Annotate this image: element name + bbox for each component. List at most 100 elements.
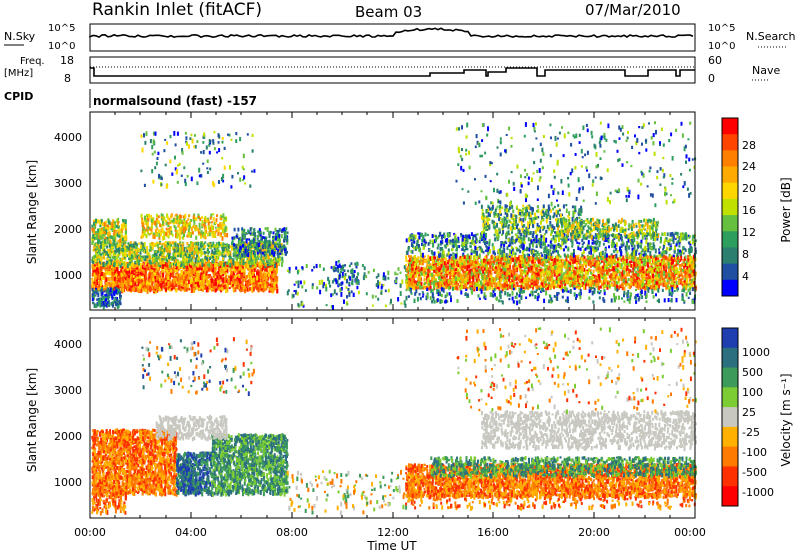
data-cell <box>116 263 118 267</box>
data-cell <box>144 268 146 270</box>
data-cell <box>147 222 149 226</box>
data-cell <box>92 234 94 239</box>
data-cell <box>274 277 276 281</box>
data-cell <box>96 298 98 301</box>
nsky-frame <box>90 24 695 51</box>
data-cell <box>196 255 198 258</box>
data-cell <box>257 248 259 252</box>
data-cell <box>229 263 231 268</box>
data-cell <box>134 251 136 253</box>
data-cell <box>114 257 116 261</box>
data-cell <box>400 272 402 275</box>
data-cell <box>183 275 185 277</box>
data-cell <box>121 263 123 266</box>
data-cell <box>182 263 184 267</box>
data-cell <box>151 145 153 149</box>
data-cell <box>106 251 108 255</box>
data-cell <box>146 235 148 238</box>
data-cell <box>203 286 205 289</box>
data-cell <box>215 227 217 229</box>
data-cell <box>117 229 119 231</box>
data-cell <box>246 232 248 235</box>
data-cell <box>254 269 256 272</box>
data-cell <box>103 227 105 232</box>
data-cell <box>204 232 206 236</box>
data-cell <box>168 235 170 238</box>
data-cell <box>177 233 179 238</box>
data-cell <box>238 238 240 241</box>
data-cell <box>350 270 352 274</box>
nave-tick-top: 60 <box>708 54 722 67</box>
data-cell <box>192 139 194 144</box>
data-cell <box>350 262 352 265</box>
data-cell <box>381 286 383 290</box>
data-cell <box>163 216 165 220</box>
data-cell <box>111 296 113 300</box>
data-cell <box>160 232 162 236</box>
data-cell <box>234 289 236 291</box>
data-cell <box>214 251 216 254</box>
data-cell <box>167 217 169 221</box>
data-cell <box>133 244 135 248</box>
data-cell <box>203 264 205 267</box>
data-cell <box>218 287 220 291</box>
data-cell <box>121 266 123 269</box>
data-cell <box>231 271 233 275</box>
data-cell <box>100 266 102 271</box>
data-cell <box>111 244 113 247</box>
data-cell <box>94 273 96 277</box>
data-cell <box>251 245 253 248</box>
data-cell <box>244 235 246 238</box>
data-cell <box>161 183 163 186</box>
data-cell <box>214 255 216 258</box>
data-cell <box>342 276 344 278</box>
data-cell <box>262 260 264 263</box>
data-cell <box>322 284 324 288</box>
data-cell <box>254 232 256 237</box>
data-cell <box>118 240 120 243</box>
data-cell <box>154 166 156 169</box>
data-cell <box>154 221 156 226</box>
data-cell <box>196 181 198 185</box>
data-cell <box>232 237 234 240</box>
date-label: 07/Mar/2010 <box>585 1 681 19</box>
data-cell <box>286 239 288 242</box>
data-cell <box>239 281 241 285</box>
data-cell <box>160 283 162 286</box>
data-cell <box>221 287 223 290</box>
data-cell <box>200 254 202 257</box>
data-cell <box>233 260 235 265</box>
data-cell <box>224 233 226 238</box>
data-cell <box>107 258 109 261</box>
data-cell <box>260 254 262 258</box>
data-cell <box>101 276 103 280</box>
data-cell <box>221 177 223 181</box>
data-cell <box>267 227 269 232</box>
data-cell <box>214 263 216 268</box>
data-cell <box>163 235 165 240</box>
data-cell <box>306 264 308 268</box>
data-cell <box>116 299 118 301</box>
data-cell <box>295 281 297 284</box>
data-cell <box>338 260 340 263</box>
data-cell <box>196 271 198 274</box>
data-cell <box>321 280 323 285</box>
data-cell <box>222 224 224 229</box>
data-cell <box>184 259 186 263</box>
data-cell <box>235 275 237 277</box>
data-cell <box>195 225 197 229</box>
data-cell <box>201 287 203 289</box>
data-cell <box>178 260 180 263</box>
data-cell <box>272 236 274 238</box>
data-cell <box>316 264 318 268</box>
data-cell <box>127 281 129 285</box>
data-cell <box>297 292 299 296</box>
data-cell <box>150 269 152 272</box>
data-cell <box>151 169 153 173</box>
data-cell <box>202 278 204 282</box>
data-cell <box>165 232 167 236</box>
data-cell <box>348 292 350 297</box>
data-cell <box>97 257 99 259</box>
data-cell <box>177 230 179 233</box>
data-cell <box>176 270 178 272</box>
